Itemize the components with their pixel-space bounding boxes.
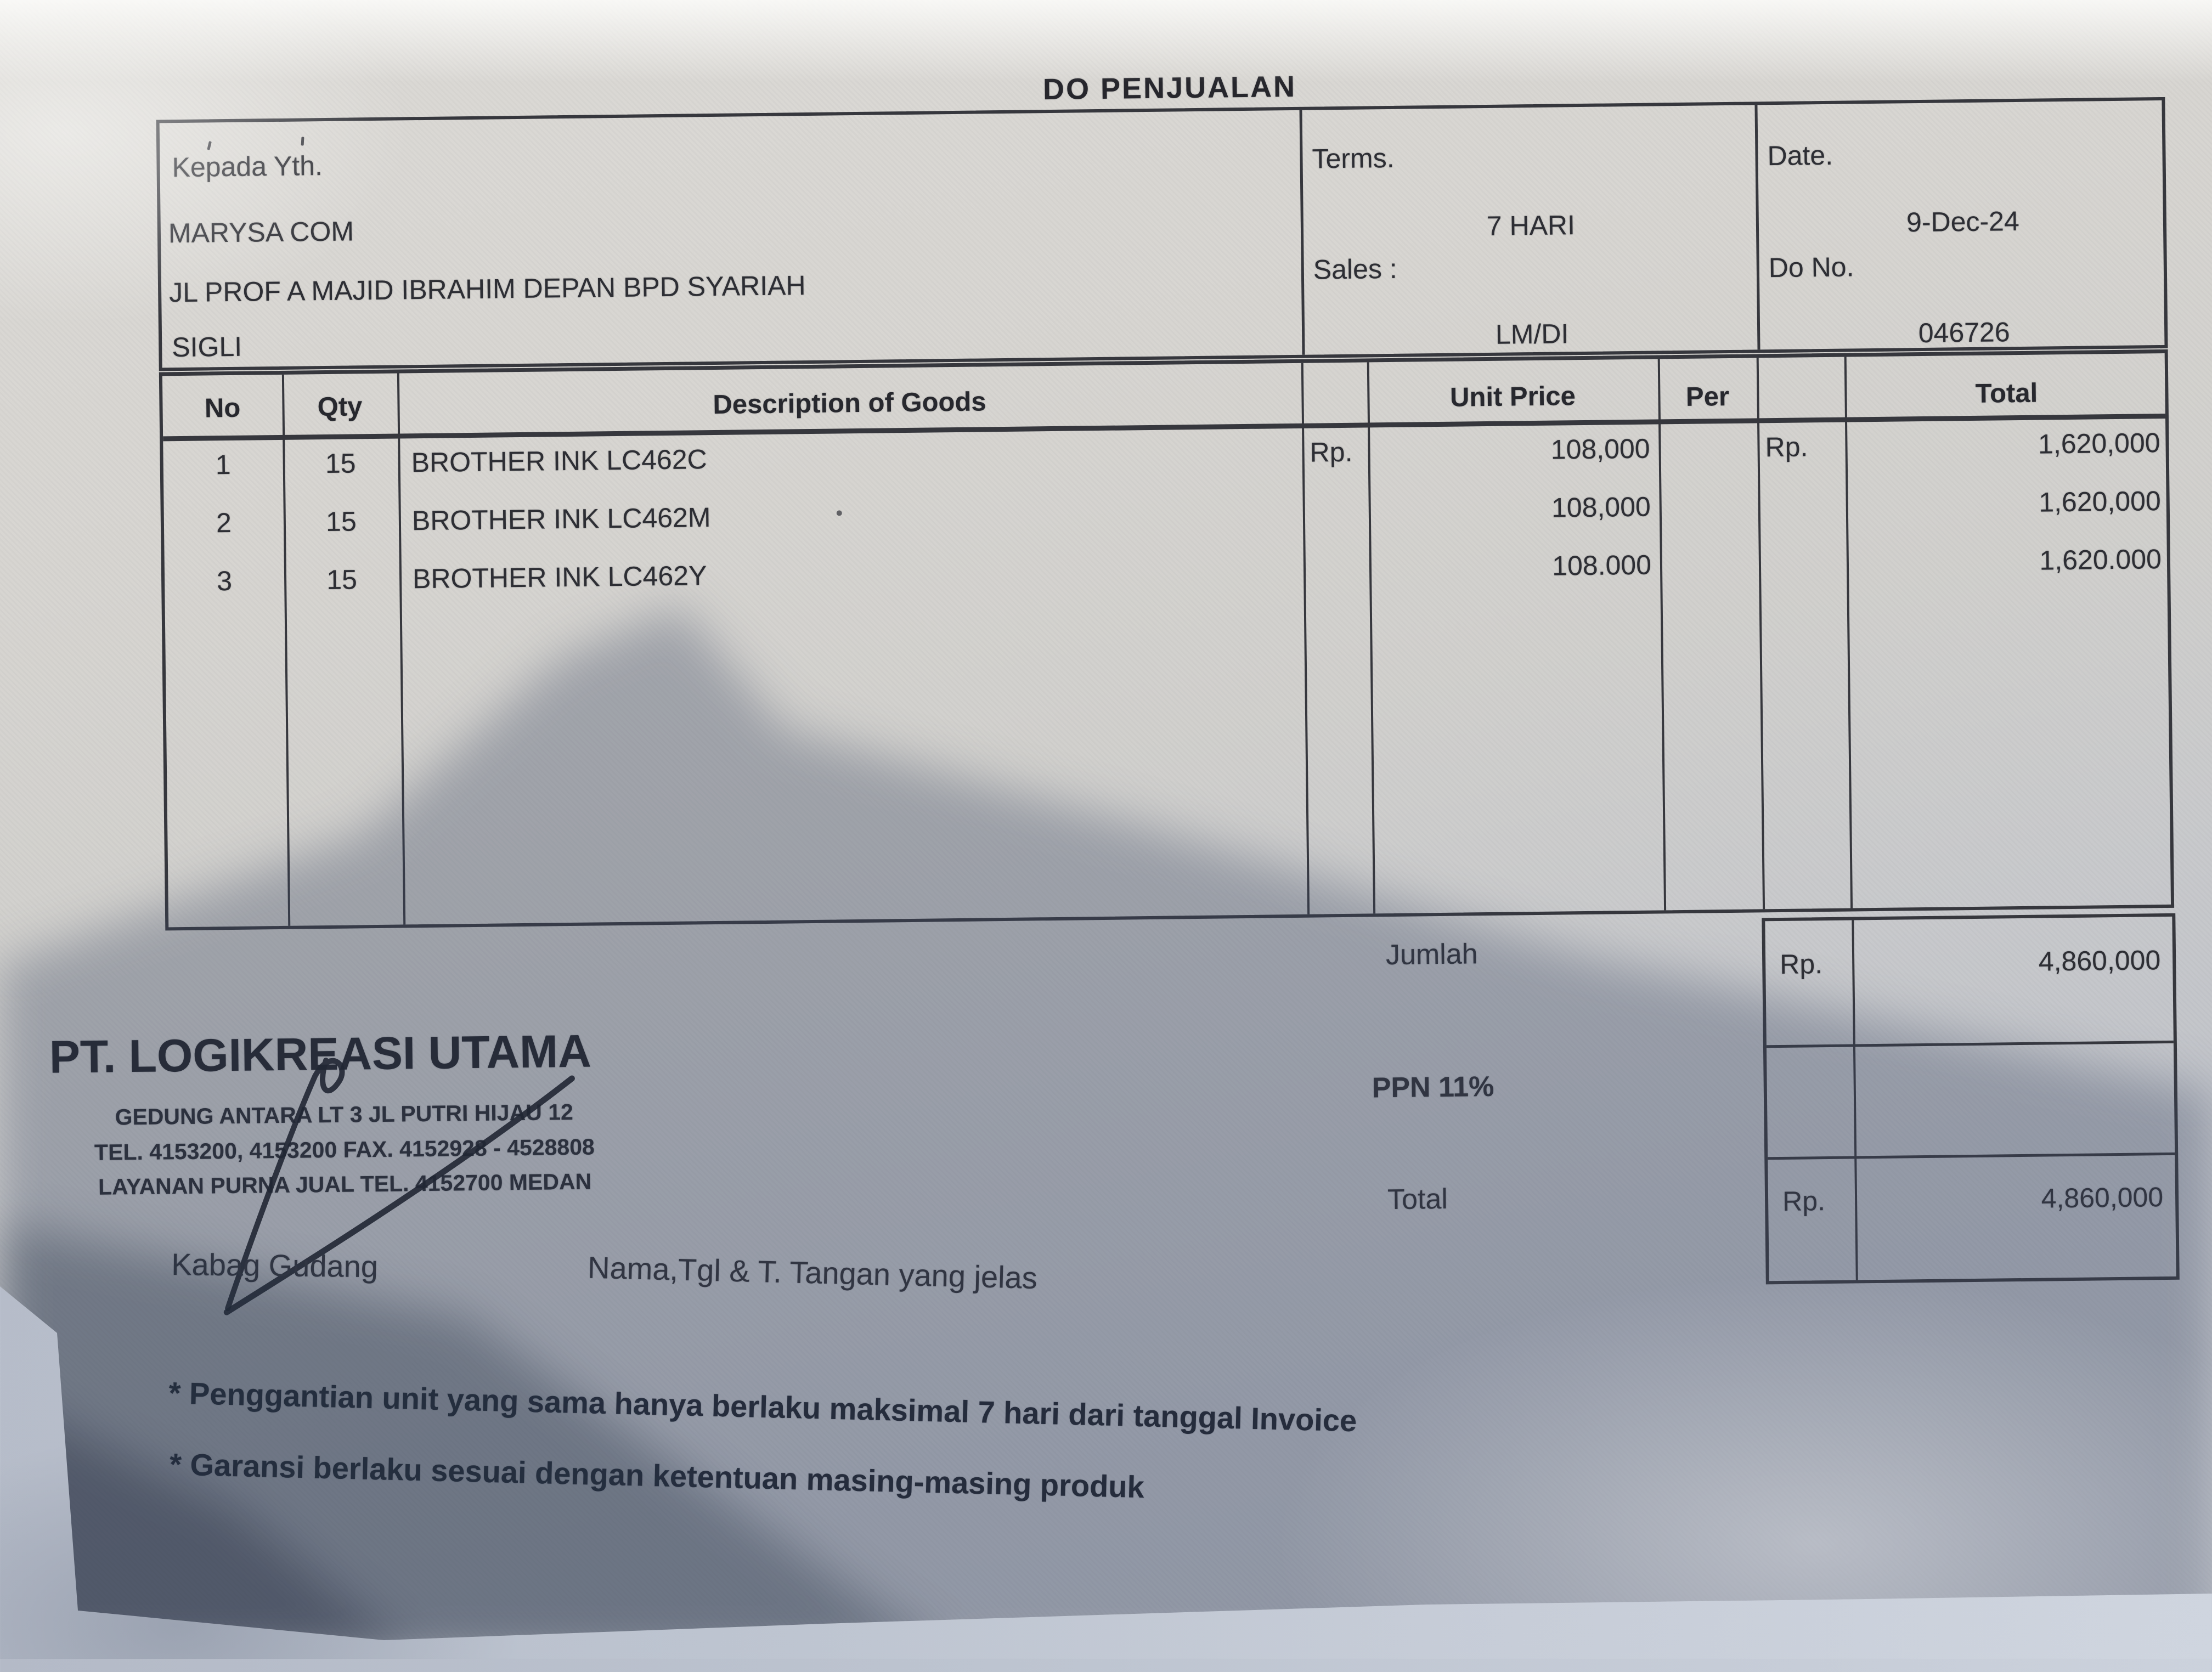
customer-address: JL PROF A MAJID IBRAHIM DEPAN BPD SYARIA…	[168, 270, 806, 308]
item-total-currency: Rp.	[1765, 431, 1808, 463]
table-divider	[1301, 363, 1310, 914]
sales-label: Sales :	[1313, 253, 1397, 285]
item-per	[1658, 431, 1757, 432]
total-label: Total	[1387, 1183, 1448, 1216]
item-no: 3	[216, 565, 233, 597]
item-description: BROTHER INK LC462C	[411, 444, 708, 478]
item-unit-price: 108,000	[1551, 491, 1651, 523]
table-divider	[1844, 357, 1853, 908]
item-total: 1,620.000	[2039, 544, 2162, 576]
column-header-description: Description of Goods	[713, 387, 986, 420]
kepada-label: Kepada Yth.	[172, 150, 323, 183]
jumlah-currency: Rp.	[1779, 948, 1823, 980]
ppn-label: PPN 11%	[1372, 1070, 1494, 1104]
item-description: BROTHER INK LC462M	[411, 502, 711, 536]
table-divider	[1756, 358, 1765, 910]
do-no-label: Do No.	[1768, 251, 1854, 284]
item-total: 1,620,000	[2038, 485, 2162, 518]
item-per	[1659, 489, 1758, 490]
item-total: 1,620,000	[2038, 427, 2160, 460]
item-unit-price: 108.000	[1551, 549, 1652, 581]
item-qty: 15	[325, 448, 356, 479]
column-header-unit-price: Unit Price	[1449, 381, 1576, 413]
item-no: 2	[216, 507, 232, 539]
item-unit-price: 108,000	[1550, 433, 1650, 465]
item-qty: 15	[326, 564, 358, 596]
table-divider	[1852, 920, 1858, 1280]
document-title: DO PENJUALAN	[1042, 70, 1297, 106]
table-divider	[397, 373, 406, 925]
stray-mark	[836, 510, 842, 516]
table-divider	[1768, 1152, 2175, 1160]
table-divider	[1657, 359, 1667, 911]
total-currency: Rp.	[1782, 1185, 1826, 1217]
column-header-total: Total	[1975, 378, 2038, 409]
date-value: 9-Dec-24	[1906, 205, 2020, 238]
table-divider	[1367, 362, 1376, 914]
column-header-no: No	[204, 393, 241, 423]
header-table: Kepada Yth. MARYSA COM JL PROF A MAJID I…	[156, 97, 2168, 371]
column-header-qty: Qty	[317, 392, 363, 422]
signature-instruction-label: Nama,Tgl & T. Tangan yang jelas	[587, 1250, 1038, 1295]
footnote: * Penggantian unit yang sama hanya berla…	[168, 1375, 1357, 1438]
item-unit-currency: Rp.	[1310, 436, 1353, 468]
jumlah-value: 4,860,000	[2038, 945, 2161, 977]
item-description: BROTHER INK LC462Y	[412, 560, 707, 595]
jumlah-label: Jumlah	[1385, 938, 1478, 971]
signature-role-label: Kabag Gudang	[171, 1247, 379, 1284]
total-value: 4,860,000	[2041, 1182, 2164, 1214]
table-divider	[1766, 1040, 2174, 1048]
item-per	[1660, 547, 1759, 549]
date-label: Date.	[1767, 139, 1833, 172]
summary-box: Rp. 4,860,000 Rp. 4,860,000	[1762, 913, 2180, 1285]
column-header-per: Per	[1685, 381, 1730, 412]
footnote: * Garansi berlaku sesuai dengan ketentua…	[169, 1447, 1145, 1505]
do-no-value: 046726	[1918, 317, 2010, 349]
handwritten-signature	[223, 1058, 575, 1315]
item-no: 1	[215, 449, 231, 481]
terms-label: Terms.	[1312, 142, 1395, 174]
items-table: No Qty Description of Goods Unit Price P…	[159, 349, 2175, 931]
customer-city: SIGLI	[171, 331, 242, 363]
sales-value: LM/DI	[1495, 318, 1569, 350]
terms-value: 7 HARI	[1486, 210, 1576, 241]
customer-name: MARYSA COM	[168, 216, 354, 249]
item-qty: 15	[325, 506, 357, 538]
